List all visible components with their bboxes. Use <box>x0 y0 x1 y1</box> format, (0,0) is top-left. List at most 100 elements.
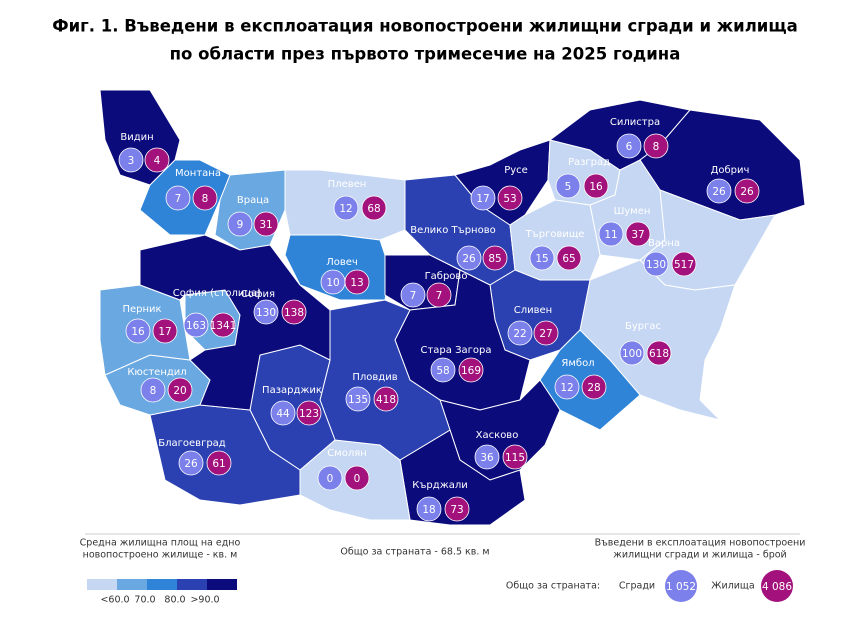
dwellings-circle <box>152 318 178 344</box>
buildings-count: 26 <box>712 186 726 198</box>
dwellings-count: 68 <box>367 203 380 215</box>
buildings-circle <box>619 340 645 366</box>
region-name: Ямбол <box>561 358 594 369</box>
region-name: София <box>241 289 275 300</box>
buildings-circle <box>616 133 642 159</box>
buildings-count: 17 <box>476 193 489 205</box>
dwellings-count: 0 <box>354 473 361 485</box>
dwellings-count: 123 <box>299 408 319 420</box>
buildings-circle <box>474 444 500 470</box>
buildings-circle <box>555 173 581 199</box>
title: по области през първото тримесечие на 20… <box>170 45 681 64</box>
buildings-circle <box>430 357 456 383</box>
legend-dwellings-total: 4 086 <box>762 581 792 593</box>
region-name: Велико Търново <box>410 225 495 236</box>
dwellings-count: 61 <box>212 458 225 470</box>
dwellings-circle <box>583 173 609 199</box>
region-name: Силистра <box>610 117 660 128</box>
dwellings-circle <box>253 211 279 237</box>
buildings-circle <box>140 377 166 403</box>
region-name: Ловеч <box>326 257 358 268</box>
dwellings-circle <box>296 400 322 426</box>
region-name: Пловдив <box>352 372 397 383</box>
legend-text: Общо за страната: <box>506 581 600 592</box>
buildings-count: 135 <box>348 394 368 406</box>
region-name: Русе <box>504 165 528 176</box>
legend-text: Сгради <box>619 581 655 592</box>
legend-dwellings-circle <box>761 570 793 602</box>
buildings-count: 58 <box>436 365 449 377</box>
buildings-count: 26 <box>462 253 476 265</box>
buildings-circle <box>416 496 442 522</box>
dwellings-count: 28 <box>587 382 600 394</box>
dwellings-circle <box>671 251 697 277</box>
dwellings-circle <box>625 221 651 247</box>
dwellings-circle <box>734 178 760 204</box>
buildings-count: 7 <box>410 290 417 302</box>
legend-text: Средна жилищна площ на едно <box>80 538 241 549</box>
buildings-count: 100 <box>622 348 642 360</box>
dwellings-circle <box>361 195 387 221</box>
region-name: Благоевград <box>158 438 226 449</box>
dwellings-circle <box>458 357 484 383</box>
legend-text: Жилища <box>711 581 754 592</box>
dwellings-count: 115 <box>505 452 525 464</box>
region-name: Видин <box>120 132 153 143</box>
dwellings-count: 7 <box>436 290 443 302</box>
buildings-circle <box>529 245 555 271</box>
legend-swatch <box>147 579 177 590</box>
buildings-count: 15 <box>535 253 548 265</box>
dwellings-count: 73 <box>450 504 463 516</box>
buildings-count: 163 <box>186 320 206 332</box>
dwellings-circle <box>643 133 669 159</box>
buildings-circle <box>270 400 296 426</box>
buildings-circle <box>643 251 669 277</box>
buildings-count: 5 <box>565 181 572 193</box>
dwellings-count: 618 <box>649 348 669 360</box>
legend-text: жилищни сгради и жилища - брой <box>613 550 786 561</box>
region-name: Пазарджик <box>262 385 322 396</box>
dwellings-circle <box>646 340 672 366</box>
dwellings-count: 16 <box>589 181 603 193</box>
title: Фиг. 1. Въведени в експлоатация новопост… <box>52 17 798 36</box>
region-name: Монтана <box>175 168 221 179</box>
region-name: Кюстендил <box>127 367 186 378</box>
legend-bin-label: 80.0 <box>164 595 185 606</box>
region-name: Кърджали <box>412 480 467 491</box>
buildings-count: 9 <box>237 219 244 231</box>
dwellings-circle <box>206 450 232 476</box>
buildings-count: 6 <box>626 141 633 153</box>
dwellings-count: 31 <box>259 219 272 231</box>
buildings-count: 18 <box>422 504 435 516</box>
buildings-circle <box>706 178 732 204</box>
buildings-circle <box>118 147 144 173</box>
legend-swatch <box>117 579 147 590</box>
buildings-count: 130 <box>646 259 666 271</box>
dwellings-count: 85 <box>488 253 501 265</box>
region-name: Хасково <box>476 430 519 441</box>
legend-text: новопостроено жилище - кв. м <box>83 550 238 561</box>
dwellings-circle <box>497 185 523 211</box>
buildings-circle <box>125 318 151 344</box>
dwellings-count: 8 <box>202 193 209 205</box>
dwellings-count: 138 <box>284 307 304 319</box>
legend-swatch <box>177 579 207 590</box>
dwellings-circle <box>533 320 559 346</box>
region-name: Добрич <box>711 165 750 176</box>
region-name: Габрово <box>425 271 468 282</box>
legend-buildings-total: 1 052 <box>666 581 696 593</box>
buildings-circle <box>507 320 533 346</box>
buildings-circle <box>333 195 359 221</box>
dwellings-circle <box>581 374 607 400</box>
buildings-count: 7 <box>175 193 182 205</box>
legend-bin-label: >90.0 <box>190 595 219 606</box>
dwellings-circle <box>344 269 370 295</box>
dwellings-circle <box>144 147 170 173</box>
dwellings-count: 4 <box>154 155 161 167</box>
buildings-circle <box>345 386 371 412</box>
dwellings-circle <box>482 245 508 271</box>
dwellings-circle <box>167 377 193 403</box>
dwellings-count: 8 <box>653 141 660 153</box>
buildings-circle <box>183 312 209 338</box>
region-name: София (столица) <box>173 288 262 299</box>
